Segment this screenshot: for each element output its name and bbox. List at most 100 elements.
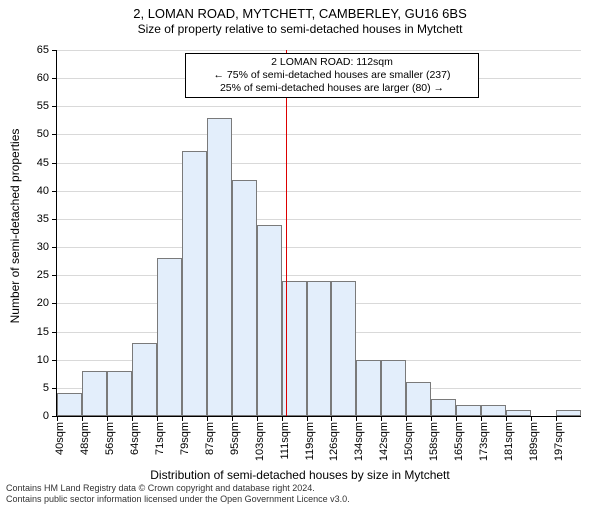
y-tick (52, 219, 57, 220)
histogram-bar (556, 410, 581, 416)
x-tick-label: 119sqm (304, 422, 316, 460)
y-tick (52, 303, 57, 304)
histogram-bar (257, 225, 282, 416)
x-tick (82, 416, 83, 421)
x-tick-label: 79sqm (179, 422, 191, 455)
x-tick-label: 87sqm (204, 422, 216, 455)
x-tick (556, 416, 557, 421)
x-tick (307, 416, 308, 421)
histogram-bar (232, 180, 257, 416)
x-tick (331, 416, 332, 421)
x-tick-label: 103sqm (254, 422, 266, 461)
y-tick (52, 191, 57, 192)
histogram-bar (157, 258, 182, 416)
histogram-bar (331, 281, 356, 416)
annotation-line: 2 LOMAN ROAD: 112sqm (192, 56, 472, 69)
x-tick-label: 173sqm (478, 422, 490, 461)
y-tick (52, 275, 57, 276)
x-tick (381, 416, 382, 421)
reference-line (286, 50, 287, 416)
annotation-line: ← 75% of semi-detached houses are smalle… (192, 69, 472, 82)
x-tick (456, 416, 457, 421)
y-tick-label: 15 (37, 326, 49, 338)
histogram-bar (356, 360, 381, 416)
footer-attribution: Contains HM Land Registry data © Crown c… (6, 483, 350, 504)
x-tick-label: 197sqm (553, 422, 565, 461)
grid-line (57, 50, 581, 51)
chart-subtitle: Size of property relative to semi-detach… (0, 22, 600, 36)
grid-line (57, 191, 581, 192)
histogram-bar (381, 360, 406, 416)
histogram-bar (57, 393, 82, 416)
grid-line (57, 275, 581, 276)
annotation-box: 2 LOMAN ROAD: 112sqm← 75% of semi-detach… (185, 53, 479, 98)
x-tick-label: 111sqm (279, 422, 291, 460)
y-tick (52, 50, 57, 51)
y-tick-label: 0 (43, 410, 49, 422)
x-tick-label: 142sqm (378, 422, 390, 461)
x-tick-label: 134sqm (353, 422, 365, 461)
x-tick (182, 416, 183, 421)
x-tick-label: 189sqm (528, 422, 540, 461)
x-tick (431, 416, 432, 421)
x-tick (481, 416, 482, 421)
x-tick-label: 150sqm (403, 422, 415, 461)
x-tick (57, 416, 58, 421)
y-tick-label: 30 (37, 241, 49, 253)
grid-line (57, 219, 581, 220)
y-tick (52, 106, 57, 107)
y-tick-label: 10 (37, 354, 49, 366)
y-tick-label: 65 (37, 44, 49, 56)
histogram-bar (406, 382, 431, 416)
x-tick (282, 416, 283, 421)
y-tick (52, 247, 57, 248)
x-tick (157, 416, 158, 421)
chart-container: 2, LOMAN ROAD, MYTCHETT, CAMBERLEY, GU16… (0, 6, 600, 506)
x-tick (207, 416, 208, 421)
annotation-line: 25% of semi-detached houses are larger (… (192, 82, 472, 95)
y-tick (52, 134, 57, 135)
x-tick (356, 416, 357, 421)
y-tick (52, 163, 57, 164)
grid-line (57, 163, 581, 164)
x-tick (132, 416, 133, 421)
histogram-bar (506, 410, 531, 416)
histogram-bar (456, 405, 481, 416)
y-tick (52, 360, 57, 361)
histogram-bar (182, 151, 207, 416)
grid-line (57, 134, 581, 135)
y-tick (52, 78, 57, 79)
x-tick (257, 416, 258, 421)
x-tick (107, 416, 108, 421)
footer-line1: Contains HM Land Registry data © Crown c… (6, 483, 350, 493)
histogram-bar (207, 118, 232, 416)
footer-line2: Contains public sector information licen… (6, 494, 350, 504)
x-tick-label: 64sqm (129, 422, 141, 455)
y-tick-label: 45 (37, 157, 49, 169)
x-tick-label: 165sqm (453, 422, 465, 461)
chart-title: 2, LOMAN ROAD, MYTCHETT, CAMBERLEY, GU16… (0, 6, 600, 21)
y-tick-label: 20 (37, 297, 49, 309)
chart-plot-area: 0510152025303540455055606540sqm48sqm56sq… (56, 50, 581, 417)
y-axis-title: Number of semi-detached properties (8, 129, 22, 324)
histogram-bar (307, 281, 332, 416)
x-tick-label: 158sqm (428, 422, 440, 461)
x-tick (531, 416, 532, 421)
grid-line (57, 106, 581, 107)
y-tick-label: 25 (37, 269, 49, 281)
histogram-bar (431, 399, 456, 416)
y-tick-label: 55 (37, 100, 49, 112)
x-tick-label: 48sqm (79, 422, 91, 455)
y-tick-label: 5 (43, 382, 49, 394)
x-axis-title: Distribution of semi-detached houses by … (0, 468, 600, 482)
x-tick-label: 40sqm (54, 422, 66, 455)
y-tick-label: 40 (37, 185, 49, 197)
x-tick-label: 95sqm (229, 422, 241, 455)
y-tick (52, 388, 57, 389)
y-tick-label: 50 (37, 128, 49, 140)
y-tick (52, 332, 57, 333)
x-tick-label: 71sqm (154, 422, 166, 455)
x-tick (232, 416, 233, 421)
histogram-bar (132, 343, 157, 416)
histogram-bar (107, 371, 132, 416)
